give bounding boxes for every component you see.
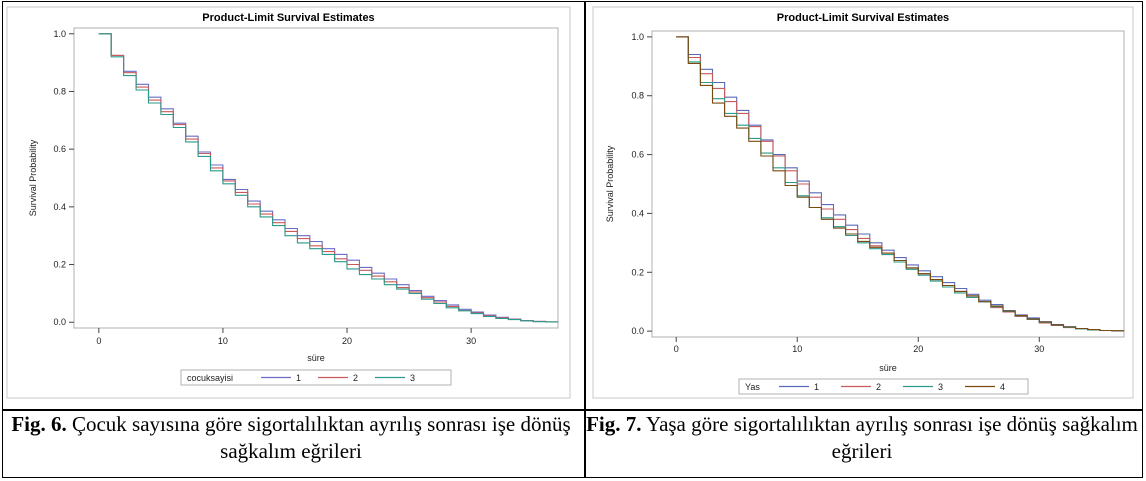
x-tick-label: 0 xyxy=(674,344,679,354)
legend-box xyxy=(180,369,452,386)
y-tick-label: 0.8 xyxy=(53,86,66,96)
figure-caption-6: Fig. 6. Çocuk sayısına göre sigortalılık… xyxy=(2,411,580,473)
caption-label: Fig. 6. xyxy=(11,412,67,436)
table-divider-horizontal xyxy=(3,409,1142,411)
y-tick-label: 0.4 xyxy=(53,202,66,212)
chart-title: Product-Limit Survival Estimates xyxy=(777,12,949,24)
legend-title: cocuksayisi xyxy=(187,373,233,383)
survival-chart-children: Product-Limit Survival Estimates 0.0 0.2 0.… xyxy=(6,6,571,399)
x-axis-label: süre xyxy=(307,353,325,363)
y-tick-label: 1.0 xyxy=(53,29,66,39)
y-axis-label: Survival Probability xyxy=(605,145,615,222)
x-tick-label: 10 xyxy=(218,336,228,346)
y-tick-label: 0.6 xyxy=(631,150,644,160)
x-tick-label: 20 xyxy=(913,344,923,354)
legend-label-2: 2 xyxy=(876,382,881,392)
y-tick-label: 0.2 xyxy=(631,267,644,277)
legend-label-3: 3 xyxy=(410,373,415,383)
survival-chart-age: Product-Limit Survival Estimates 0.0 0.2 0.… xyxy=(592,6,1134,399)
chart-panel-left: Product-Limit Survival Estimates 0.0 0.2 0.… xyxy=(6,6,572,402)
survival-series-1 xyxy=(98,33,558,323)
caption-text: Çocuk sayısına göre sigortalılıktan ayrı… xyxy=(71,412,571,463)
chart-title: Product-Limit Survival Estimates xyxy=(202,12,374,24)
y-tick-label: 0.0 xyxy=(53,317,66,327)
y-tick-label: 0.8 xyxy=(631,91,644,101)
x-tick-label: 30 xyxy=(1034,344,1044,354)
chart-frame xyxy=(592,6,1134,399)
plot-area xyxy=(651,30,1125,338)
x-tick-label: 20 xyxy=(342,336,352,346)
plot-area xyxy=(73,27,559,329)
x-tick-label: 0 xyxy=(96,336,101,346)
y-axis-label: Survival Probability xyxy=(28,139,38,216)
survival-series-4 xyxy=(676,36,1124,332)
x-tick-label: 30 xyxy=(466,336,476,346)
y-tick-label: 0.4 xyxy=(631,208,644,218)
legend-box xyxy=(738,378,1029,395)
figure-caption-7: Fig. 7. Yaşa göre sigortalılıktan ayrılı… xyxy=(584,411,1140,473)
chart-panel-right: Product-Limit Survival Estimates 0.0 0.2 0.… xyxy=(592,6,1135,402)
survival-series-2 xyxy=(98,33,558,323)
survival-series-3 xyxy=(98,33,558,323)
x-tick-label: 10 xyxy=(792,344,802,354)
y-tick-label: 0.2 xyxy=(53,260,66,270)
legend-label-1: 1 xyxy=(814,382,819,392)
x-axis-label: süre xyxy=(879,363,897,373)
y-tick-label: 0.6 xyxy=(53,144,66,154)
legend-label-2: 2 xyxy=(353,373,358,383)
y-tick-label: 1.0 xyxy=(631,32,644,42)
caption-text: Yaşa göre sigortalılıktan ayrılış sonras… xyxy=(646,412,1138,463)
chart-frame xyxy=(6,6,571,399)
y-tick-label: 0.0 xyxy=(631,326,644,336)
legend-label-3: 3 xyxy=(938,382,943,392)
legend-title: Yas xyxy=(745,382,760,392)
legend-label-1: 1 xyxy=(296,373,301,383)
legend-label-4: 4 xyxy=(1000,382,1005,392)
table-divider-vertical xyxy=(584,2,586,477)
caption-label: Fig. 7. xyxy=(586,412,642,436)
